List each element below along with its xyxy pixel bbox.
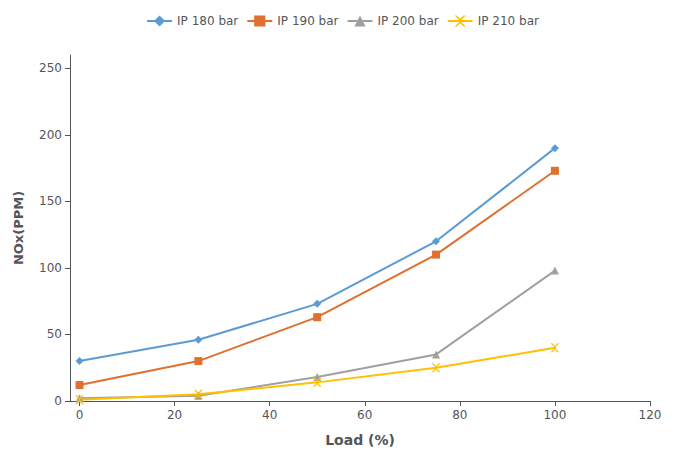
svg-text:0: 0 <box>54 394 62 408</box>
svg-text:250: 250 <box>39 61 62 75</box>
svg-text:80: 80 <box>452 408 467 422</box>
svg-text:IP 200 bar: IP 200 bar <box>378 14 439 28</box>
svg-text:50: 50 <box>47 327 62 341</box>
svg-text:60: 60 <box>357 408 372 422</box>
svg-text:120: 120 <box>639 408 662 422</box>
svg-text:100: 100 <box>543 408 566 422</box>
svg-text:40: 40 <box>262 408 277 422</box>
svg-text:100: 100 <box>39 261 62 275</box>
svg-text:20: 20 <box>167 408 182 422</box>
svg-text:IP 180 bar: IP 180 bar <box>177 14 238 28</box>
svg-text:0: 0 <box>76 408 84 422</box>
svg-text:Load (%): Load (%) <box>325 432 395 448</box>
svg-text:IP 210 bar: IP 210 bar <box>478 14 539 28</box>
svg-text:NOx(PPM): NOx(PPM) <box>11 191 26 265</box>
svg-text:200: 200 <box>39 128 62 142</box>
svg-text:150: 150 <box>39 194 62 208</box>
svg-text:IP 190 bar: IP 190 bar <box>277 14 338 28</box>
